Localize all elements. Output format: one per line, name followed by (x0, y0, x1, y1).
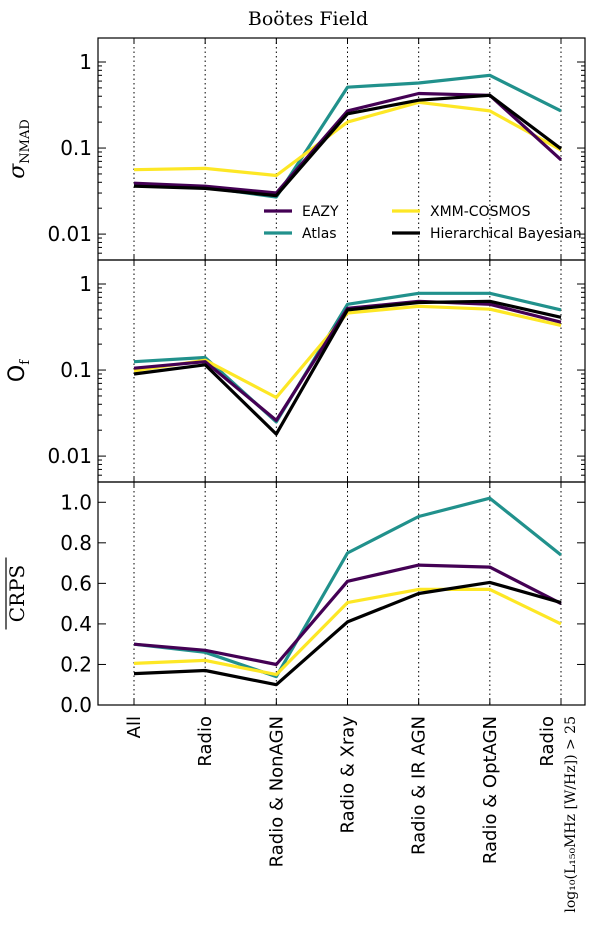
y-tick-label: 1 (79, 272, 92, 296)
axes-frame (97, 259, 586, 483)
x-tick-label: Radio (537, 716, 558, 767)
y-tick-label: 0.01 (47, 444, 92, 468)
legend-label: Atlas (302, 226, 337, 242)
series-line-xmm-cosmos (133, 100, 562, 178)
x-tick-label: Radio & Xray (338, 716, 359, 834)
panel-top: 0.01 0.1 1 σNMAD EAZY XMM-COSMOS Atlas Hierarch… (5, 37, 586, 261)
legend-item: Atlas (264, 226, 337, 242)
x-tick-label: Radio (195, 716, 216, 767)
x-tick-labels: All Radio Radio & NonAGN Radio & Xray Radio … (124, 716, 579, 913)
legend-item: XMM-COSMOS (392, 204, 531, 220)
y-tick-label: 0.1 (60, 358, 92, 382)
y-tick-label: 1 (79, 50, 92, 74)
x-tick-label: All (124, 716, 145, 738)
y-tick-label: 0.2 (60, 652, 92, 676)
panel-middle: 0.01 0.1 1 Of (5, 259, 586, 483)
y-tick-label: 0.01 (47, 222, 92, 246)
legend-item: Hierarchical Bayesian (392, 226, 582, 242)
legend-label: EAZY (302, 204, 339, 220)
y-tick-label: 0.4 (60, 612, 92, 636)
y-axis-label: σNMAD (5, 119, 33, 179)
y-axis-label: CRPS (5, 565, 29, 623)
y-tick-label: 0.8 (60, 531, 92, 555)
y-tick-label: 0.1 (60, 136, 92, 160)
y-tick-label: 0.0 (60, 693, 92, 717)
series-line-eazy (133, 563, 562, 667)
series-line-xmm-cosmos (133, 587, 562, 677)
legend-label: XMM-COSMOS (430, 204, 531, 220)
series-line-hierarchical-bayesian (133, 299, 562, 436)
series-line-hierarchical-bayesian (133, 580, 562, 687)
x-tick-label: Radio & IR AGN (409, 716, 430, 855)
axes-frame (97, 481, 586, 706)
y-axis-label: Of (5, 359, 33, 382)
series-line-atlas (133, 291, 562, 424)
panel-bottom: 0.0 0.2 0.4 0.6 0.8 1.0 CRPS (5, 481, 586, 717)
series-line-atlas (133, 496, 562, 679)
legend-item: EAZY (264, 204, 339, 220)
x-tick-label: Radio & NonAGN (266, 716, 287, 867)
series-line-hierarchical-bayesian (133, 93, 562, 198)
y-tick-label: 0.6 (60, 571, 92, 595)
x-tick-label: Radio & OptAGN (480, 716, 501, 864)
legend-label: Hierarchical Bayesian (430, 226, 582, 242)
legend: EAZY XMM-COSMOS Atlas Hierarchical Bayesian (264, 204, 582, 242)
figure-title: Boötes Field (248, 8, 368, 30)
y-tick-label: 1.0 (60, 490, 92, 514)
x-tick-sublabel: log₁₀(L₁₅₀MHz [W/Hz]) > 25 (563, 716, 579, 913)
